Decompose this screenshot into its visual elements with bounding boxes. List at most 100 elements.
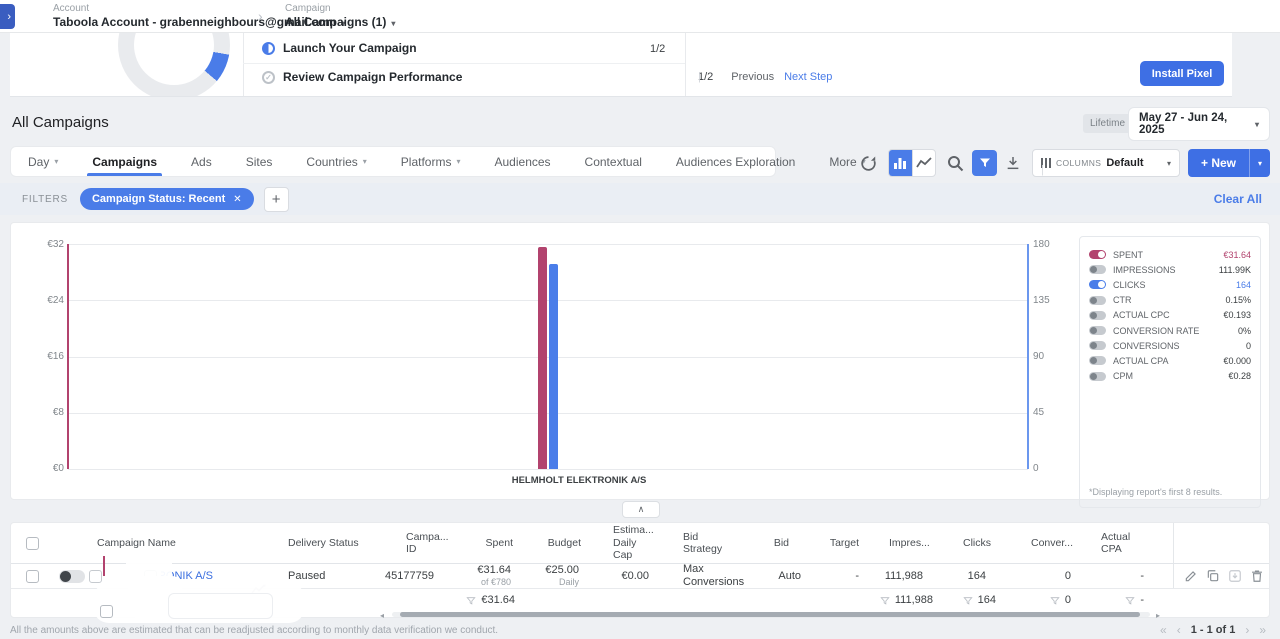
clear-all-filters-link[interactable]: Clear All	[1213, 192, 1262, 206]
header-clicks[interactable]: Clicks	[963, 536, 991, 549]
clicks-bar[interactable]	[549, 264, 558, 469]
metric-value: €0.193	[1223, 310, 1251, 321]
tab-campaigns[interactable]: Campaigns	[75, 147, 174, 176]
gridline	[68, 469, 1028, 470]
tab-platforms[interactable]: Platforms ▾	[384, 147, 478, 176]
header-actual-cpa[interactable]: Actual CPA	[1101, 530, 1131, 555]
campaign-active-toggle[interactable]	[59, 570, 85, 583]
pagination: « ‹ 1 - 1 of 1 › »	[1160, 623, 1266, 637]
install-pixel-button[interactable]: Install Pixel	[1140, 61, 1224, 86]
summary-actual-cpa: -	[1125, 594, 1144, 607]
line-chart-icon	[916, 157, 932, 168]
filter-button[interactable]	[972, 150, 997, 176]
tab-day[interactable]: Day ▾	[11, 147, 75, 176]
divider	[1249, 149, 1250, 177]
date-range-picker[interactable]: May 27 - Jun 24, 2025 ▾	[1128, 107, 1270, 141]
scrollbar-thumb[interactable]	[400, 612, 1140, 617]
metric-toggle[interactable]	[1089, 295, 1106, 305]
columns-selector[interactable]: COLUMNS | Default ▾	[1032, 149, 1180, 177]
tab-audiences-exploration[interactable]: Audiences Exploration	[659, 147, 812, 176]
header-estimated-daily-cap[interactable]: Estima... Daily Cap	[613, 524, 654, 562]
last-page-button[interactable]: »	[1259, 623, 1266, 637]
scroll-right-icon[interactable]: ▸	[1156, 611, 1161, 620]
next-step-link[interactable]: Next Step	[784, 71, 833, 83]
breadcrumb-account[interactable]: Account Taboola Account - grabenneighbou…	[53, 2, 345, 31]
metric-toggle[interactable]	[1089, 356, 1106, 366]
edit-icon[interactable]	[1184, 569, 1198, 583]
header-target[interactable]: Target	[829, 536, 859, 549]
header-spent[interactable]: Spent	[485, 536, 513, 549]
metric-toggle[interactable]	[1089, 280, 1106, 290]
row-checkbox[interactable]	[26, 569, 39, 583]
metric-toggle[interactable]	[1089, 310, 1106, 320]
bar-chart-view-button[interactable]	[889, 150, 912, 176]
collapse-chart-button[interactable]: ∧	[622, 501, 660, 518]
budget-cell[interactable]: €25.00 Daily	[545, 564, 579, 588]
header-bid[interactable]: Bid	[773, 536, 789, 549]
metric-toggle[interactable]	[1089, 250, 1106, 260]
line-chart-view-button[interactable]	[911, 150, 935, 176]
tab-more[interactable]: More ▾	[812, 147, 882, 176]
metric-toggle[interactable]	[1089, 341, 1106, 351]
breadcrumb-campaign[interactable]: Campaign All Campaigns (1) ▾	[285, 2, 395, 31]
download-button[interactable]	[1000, 149, 1026, 177]
campaign-label: Campaign	[285, 3, 331, 14]
chevron-down-icon[interactable]: ▾	[1257, 158, 1262, 168]
impressions-cell: 111,988	[884, 569, 923, 582]
onboarding-step-launch[interactable]: Launch Your Campaign	[262, 41, 417, 55]
header-conversions[interactable]: Conver...	[1031, 536, 1074, 549]
duplicate-icon[interactable]	[1206, 569, 1220, 583]
legend-row-impressions: IMPRESSIONS 111.99K	[1089, 262, 1251, 277]
axis-tick-label: 45	[1033, 407, 1045, 418]
header-campaign-id[interactable]: Campa... ID	[406, 530, 449, 555]
search-button[interactable]	[942, 149, 968, 177]
account-value[interactable]: Taboola Account - grabenneighbours@gmail…	[53, 15, 346, 29]
header-delivery-status[interactable]: Delivery Status	[288, 536, 359, 549]
tab-sites[interactable]: Sites	[229, 147, 290, 176]
gridline	[68, 244, 1028, 245]
tab-audiences[interactable]: Audiences	[478, 147, 568, 176]
first-page-button[interactable]: «	[1160, 623, 1167, 637]
campaign-row[interactable]: HELMHOLT ELEKTRONIK A/S Paused 45177759 …	[11, 563, 1269, 594]
chevron-down-icon: ▾	[54, 157, 59, 166]
delete-icon[interactable]	[1250, 569, 1264, 583]
new-campaign-button[interactable]: + New ▾	[1188, 149, 1270, 177]
add-filter-button[interactable]: +	[263, 186, 289, 212]
metric-toggle[interactable]	[1089, 265, 1106, 275]
metric-toggle[interactable]	[1089, 326, 1106, 336]
sidebar-expand-button[interactable]: ›	[0, 4, 15, 29]
filter-chip-campaign-status[interactable]: Campaign Status: Recent ✕	[79, 188, 254, 210]
spent-bar[interactable]	[538, 246, 547, 469]
previous-link[interactable]: Previous	[731, 71, 775, 83]
metric-label: CPM	[1113, 371, 1133, 382]
legend-row-ctr: CTR 0.15%	[1089, 293, 1251, 308]
active-tab-underline	[87, 173, 163, 176]
refresh-button[interactable]	[855, 149, 881, 177]
close-icon[interactable]: ✕	[233, 193, 242, 205]
header-impressions[interactable]: Impres...	[889, 536, 930, 549]
select-all-checkbox[interactable]	[26, 536, 39, 550]
tab-contextual[interactable]: Contextual	[568, 147, 659, 176]
header-campaign-name[interactable]: Campaign Name	[97, 536, 176, 549]
header-bid-strategy[interactable]: Bid Strategy	[683, 530, 723, 555]
tab-ads[interactable]: Ads	[174, 147, 229, 176]
previous-page-button[interactable]: ‹	[1176, 623, 1181, 637]
tab-countries[interactable]: Countries ▾	[289, 147, 383, 176]
onboarding-pager: 1/2 Previous | Next Step	[698, 71, 832, 83]
header-budget[interactable]: Budget	[547, 536, 581, 549]
legend-rows: SPENT €31.64 IMPRESSIONS 111.99K CLICKS 164 CT…	[1080, 237, 1260, 384]
axis-tick-label: 180	[1033, 239, 1050, 250]
ghost-checkbox	[100, 605, 113, 618]
download-icon	[1007, 157, 1019, 170]
campaign-value[interactable]: All Campaigns (1) ▾	[285, 15, 396, 29]
filter-icon	[1050, 596, 1060, 605]
scrollbar-track[interactable]	[392, 612, 1150, 617]
onboarding-step-review[interactable]: ✓ Review Campaign Performance	[262, 70, 462, 84]
export-icon[interactable]	[1228, 569, 1242, 583]
tab-label: Campaigns	[92, 154, 158, 169]
metric-toggle[interactable]	[1089, 371, 1106, 381]
summary-conversions: 0	[1050, 594, 1071, 607]
next-page-button[interactable]: ›	[1245, 623, 1250, 637]
header-select-all	[11, 523, 49, 563]
scroll-left-icon[interactable]: ◂	[380, 611, 385, 620]
